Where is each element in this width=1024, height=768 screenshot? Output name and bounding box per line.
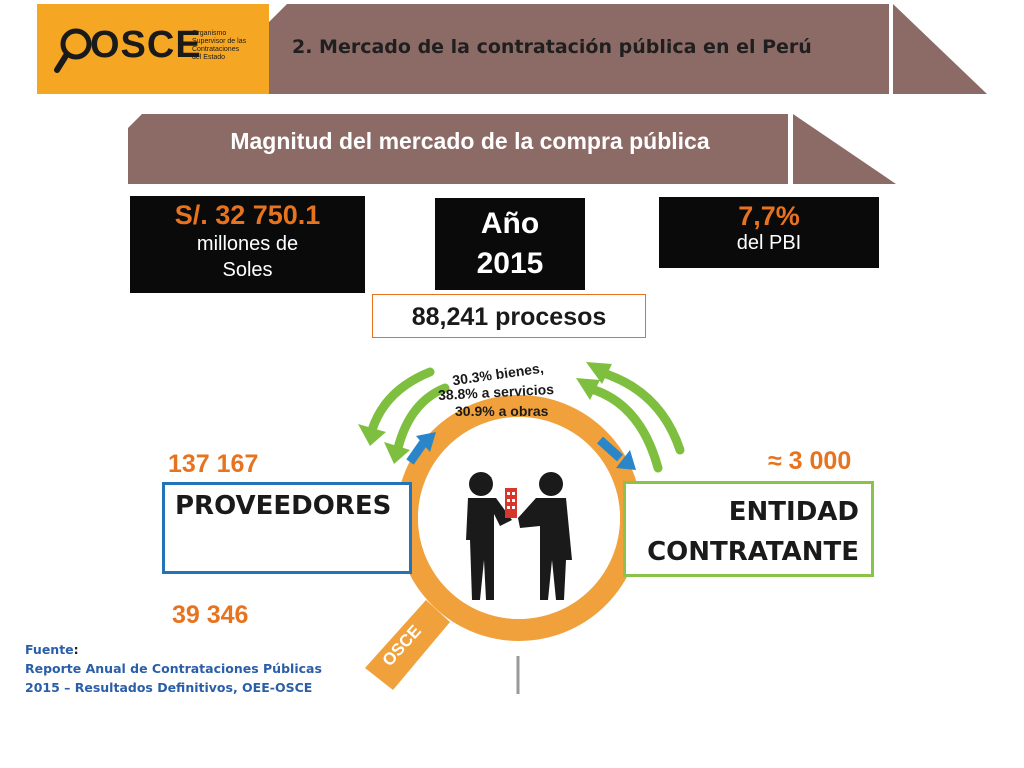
logo-subtitle: Organismo Supervisor de las Contratacion… (192, 30, 262, 62)
logo-subtitle-line: Organismo (192, 30, 227, 37)
subtitle-corner-fold (128, 114, 142, 128)
processes-box: 88,241 procesos (372, 294, 646, 338)
pbi-box: 7,7% del PBI (659, 197, 879, 268)
pbi-value: 7,7% (738, 201, 800, 231)
year-value: 2015 (476, 247, 544, 280)
section-subtitle: Magnitud del mercado de la compra públic… (230, 128, 710, 154)
logo-subtitle-line: Contrataciones (192, 46, 240, 53)
pct-obras: 30.9% a obras (455, 403, 549, 419)
green-arrowhead-right-2 (576, 378, 600, 400)
processes-count: 88,241 procesos (411, 303, 607, 331)
source-line1: Reporte Anual de Contrataciones Públicas (25, 661, 322, 676)
subtitle-chevron (793, 114, 896, 184)
green-arrows-left (367, 367, 450, 453)
logo-text: OSCE (90, 24, 202, 66)
entities-label-line1: ENTIDAD (728, 497, 859, 527)
header-fold-icon (269, 4, 287, 22)
logo-area (37, 4, 269, 94)
subtitle-banner (128, 114, 788, 184)
amount-unit-line1: millones de (196, 233, 299, 255)
providers-count-bottom: 39 346 (172, 601, 249, 629)
year-box: Año 2015 (435, 198, 585, 290)
green-arrows-right (583, 367, 685, 473)
blue-arrowhead-right (616, 450, 636, 470)
magnifier-logo-icon (54, 28, 92, 73)
blue-arrow-right (596, 436, 624, 462)
entities-label-line2: CONTRATANTE (647, 537, 859, 567)
green-arrowhead-left-2 (384, 442, 410, 464)
entities-box: ENTIDAD CONTRATANTE (623, 481, 874, 577)
year-label: Año (480, 207, 540, 240)
logo-subtitle-line: del Estado (192, 54, 226, 61)
source-label-row: Fuente: (25, 642, 79, 657)
amount-value: S/. 32 750.1 (174, 200, 321, 230)
source-line2: 2015 – Resultados Definitivos, OEE-OSCE (25, 680, 313, 695)
page-title: 2. Mercado de la contratación pública en… (292, 36, 812, 58)
header-bar (269, 4, 889, 94)
providers-count-top: 137 167 (168, 450, 259, 478)
providers-label: PROVEEDORES (175, 491, 392, 521)
amount-box: S/. 32 750.1 millones de Soles (130, 196, 365, 293)
building-icon (505, 488, 517, 518)
green-arrowhead-left-1 (358, 424, 386, 446)
pbi-label: del PBI (736, 232, 802, 254)
header-chevron (893, 4, 987, 94)
source-label: Fuente (25, 642, 74, 657)
entities-count: ≈ 3 000 (768, 447, 852, 475)
entities-label: ENTIDAD CONTRATANTE (647, 492, 859, 572)
blue-arrowhead-left (416, 432, 436, 452)
handshake-silhouette (466, 472, 572, 600)
blue-arrow-left (406, 439, 428, 465)
logo-subtitle-line: Supervisor de las (192, 38, 247, 45)
green-arrowhead-right-1 (586, 362, 612, 384)
providers-box: PROVEEDORES (162, 482, 412, 574)
source-note: Fuente: Reporte Anual de Contrataciones … (25, 640, 322, 697)
amount-unit-line2: Soles (222, 259, 273, 281)
